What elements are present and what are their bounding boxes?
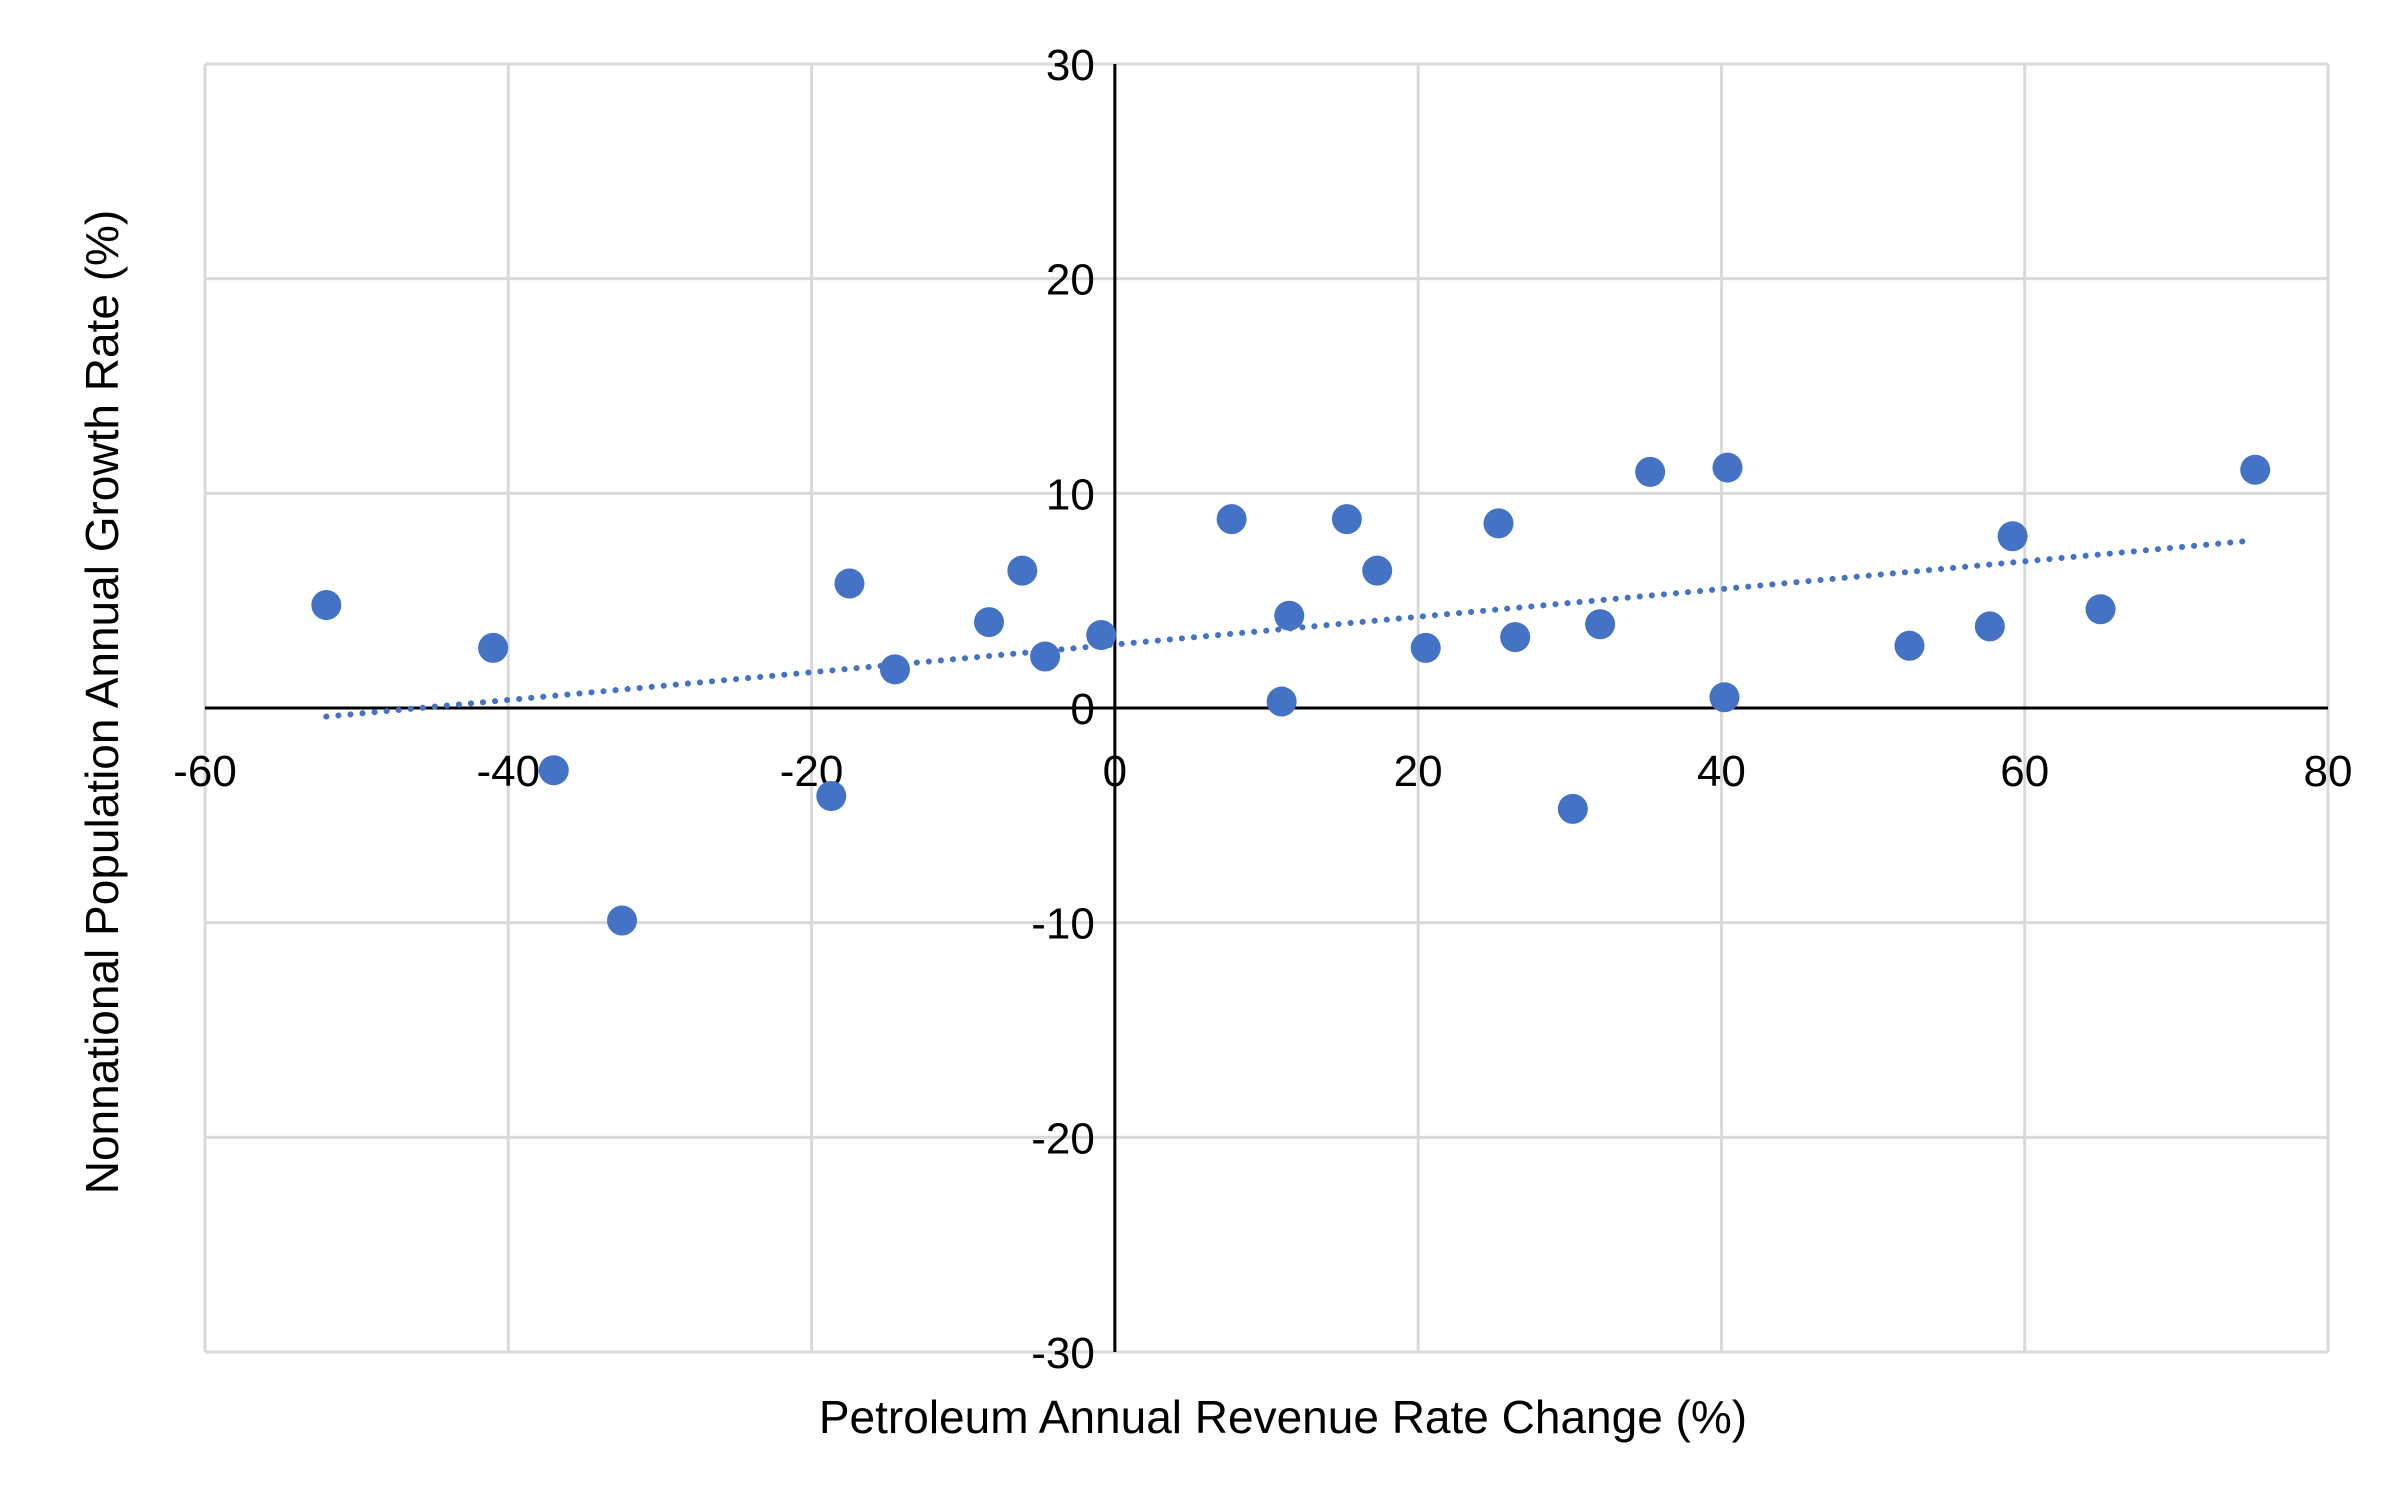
data-point: [2240, 454, 2271, 485]
x-tick-label: -40: [476, 747, 540, 796]
data-point: [973, 607, 1004, 638]
data-point: [834, 568, 865, 599]
x-tick-label: 80: [2304, 747, 2353, 796]
x-axis-title: Petroleum Annual Revenue Rate Change (%): [819, 1391, 1747, 1443]
data-point: [1483, 508, 1514, 539]
y-tick-label: 0: [1070, 685, 1094, 734]
data-point: [607, 905, 638, 936]
data-point: [1997, 521, 2028, 552]
x-tick-label: 40: [1697, 747, 1746, 796]
data-point: [1030, 641, 1061, 672]
data-point: [1331, 504, 1362, 535]
axes: [205, 64, 2328, 1352]
x-tick-label: 0: [1103, 747, 1127, 796]
data-point: [2085, 594, 2116, 625]
data-point: [1500, 622, 1531, 653]
y-tick-label: 30: [1046, 41, 1095, 90]
y-tick-label: 10: [1046, 470, 1095, 519]
x-tick-label: 60: [2000, 747, 2049, 796]
data-point: [1007, 555, 1038, 586]
data-point: [1974, 611, 2005, 642]
y-tick-label: -30: [1031, 1329, 1095, 1378]
data-points: [311, 452, 2271, 936]
data-point: [1266, 686, 1297, 717]
y-tick-label: -10: [1031, 900, 1095, 949]
data-point: [879, 654, 910, 685]
data-point: [1894, 630, 1925, 661]
data-point: [1709, 682, 1740, 713]
x-tick-label: 20: [1394, 747, 1443, 796]
data-point: [1362, 555, 1393, 586]
data-point: [1635, 456, 1666, 487]
y-axis-title: Nonnational Population Annual Growth Rat…: [76, 210, 128, 1195]
data-point: [1086, 620, 1117, 651]
data-point: [1557, 793, 1588, 824]
x-tick-label: -60: [173, 747, 237, 796]
data-point: [478, 632, 509, 663]
data-point: [1216, 504, 1247, 535]
data-point: [538, 755, 569, 786]
data-point: [816, 781, 847, 812]
data-point: [1274, 600, 1305, 631]
y-tick-label: 20: [1046, 256, 1095, 305]
data-point: [1410, 632, 1441, 663]
y-tick-label: -20: [1031, 1114, 1095, 1163]
data-point: [311, 589, 342, 620]
data-point: [1712, 452, 1743, 483]
data-point: [1585, 609, 1616, 640]
